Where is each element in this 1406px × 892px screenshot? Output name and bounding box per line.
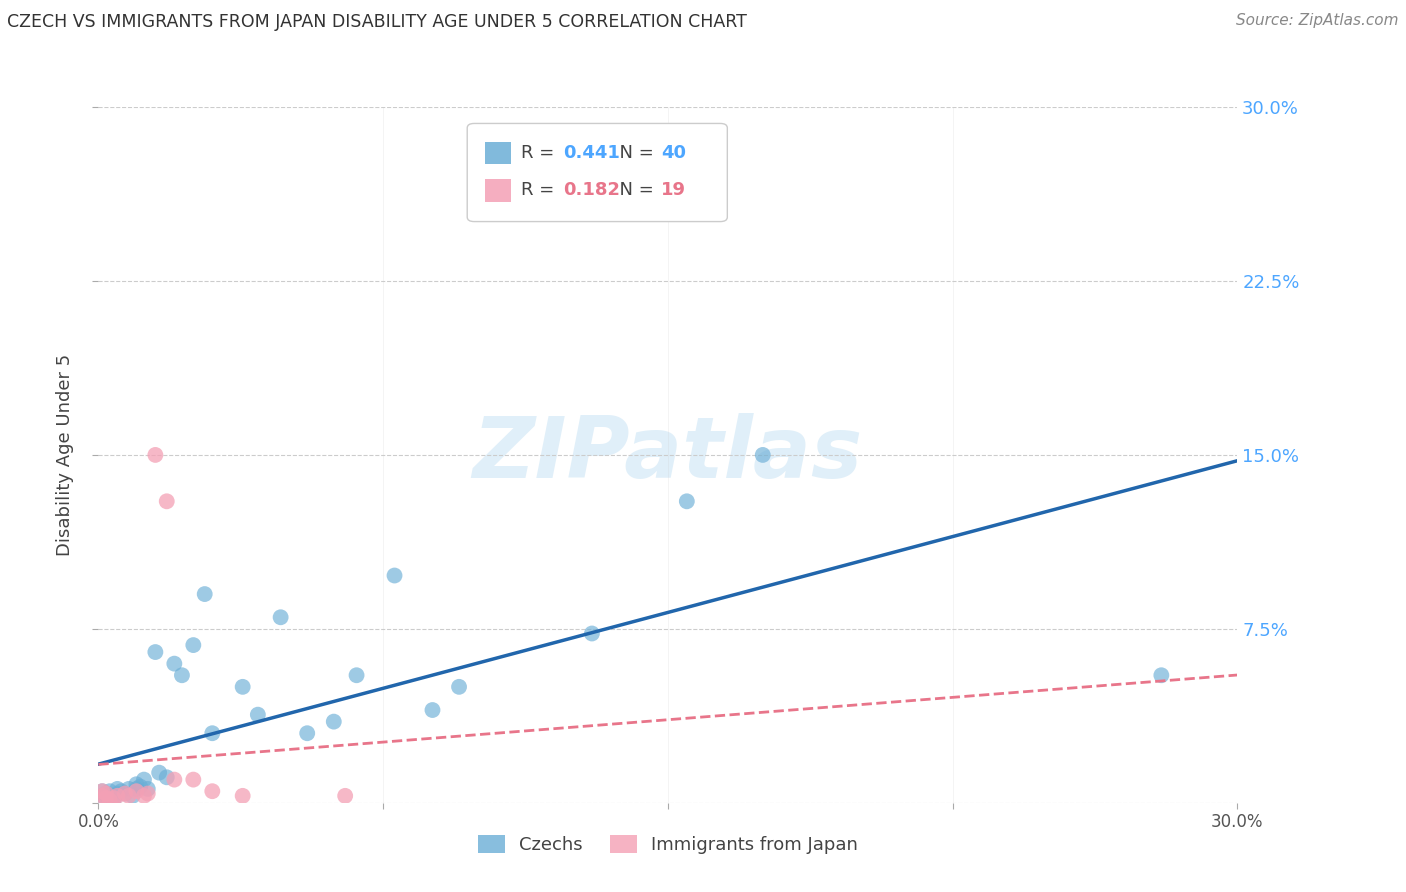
Point	[201, 784, 224, 798]
Point	[107, 781, 129, 796]
Point	[103, 791, 125, 805]
Point	[125, 777, 148, 791]
Point	[114, 787, 136, 801]
Text: 19: 19	[661, 181, 686, 199]
Point	[676, 494, 699, 508]
Point	[170, 668, 193, 682]
Point	[125, 784, 148, 798]
Point	[91, 784, 114, 798]
Point	[335, 789, 357, 803]
Point	[94, 791, 117, 805]
Point	[194, 587, 217, 601]
Point	[103, 793, 125, 807]
Text: 0.182: 0.182	[562, 181, 620, 199]
Point	[98, 793, 121, 807]
Point	[132, 789, 155, 803]
Point	[136, 787, 159, 801]
Point	[232, 680, 254, 694]
Text: Source: ZipAtlas.com: Source: ZipAtlas.com	[1236, 13, 1399, 29]
Point	[156, 494, 179, 508]
Point	[384, 568, 406, 582]
Point	[148, 765, 170, 780]
Point	[132, 772, 155, 787]
Text: 40: 40	[661, 144, 686, 161]
Point	[94, 787, 117, 801]
Point	[346, 668, 368, 682]
Text: N =: N =	[607, 144, 659, 161]
Point	[322, 714, 344, 729]
Point	[163, 772, 186, 787]
Point	[163, 657, 186, 671]
Point	[232, 789, 254, 803]
Point	[103, 789, 125, 803]
Point	[107, 789, 129, 803]
Point	[118, 789, 141, 803]
Point	[156, 770, 179, 784]
Y-axis label: Disability Age Under 5: Disability Age Under 5	[56, 354, 75, 556]
Point	[91, 789, 114, 803]
Point	[422, 703, 444, 717]
Point	[297, 726, 319, 740]
Text: N =: N =	[607, 181, 659, 199]
Text: 0.441: 0.441	[562, 144, 620, 161]
Point	[246, 707, 269, 722]
Text: CZECH VS IMMIGRANTS FROM JAPAN DISABILITY AGE UNDER 5 CORRELATION CHART: CZECH VS IMMIGRANTS FROM JAPAN DISABILIT…	[7, 13, 747, 31]
Point	[91, 789, 114, 803]
Point	[201, 726, 224, 740]
Text: R =: R =	[520, 144, 560, 161]
Point	[145, 645, 167, 659]
Point	[114, 787, 136, 801]
Point	[129, 780, 152, 794]
Point	[270, 610, 292, 624]
Point	[94, 791, 117, 805]
Point	[94, 787, 117, 801]
Point	[125, 781, 148, 796]
Point	[98, 791, 121, 805]
Point	[110, 784, 132, 798]
Point	[98, 784, 121, 798]
Point	[1150, 668, 1173, 682]
Point	[136, 781, 159, 796]
Point	[121, 789, 143, 803]
Text: R =: R =	[520, 181, 560, 199]
Point	[752, 448, 775, 462]
Point	[145, 448, 167, 462]
Point	[183, 772, 205, 787]
Text: ZIPatlas: ZIPatlas	[472, 413, 863, 497]
Point	[581, 626, 603, 640]
Point	[91, 784, 114, 798]
Point	[118, 781, 141, 796]
Point	[449, 680, 471, 694]
Point	[107, 787, 129, 801]
Legend: Czechs, Immigrants from Japan: Czechs, Immigrants from Japan	[468, 826, 868, 863]
Point	[183, 638, 205, 652]
